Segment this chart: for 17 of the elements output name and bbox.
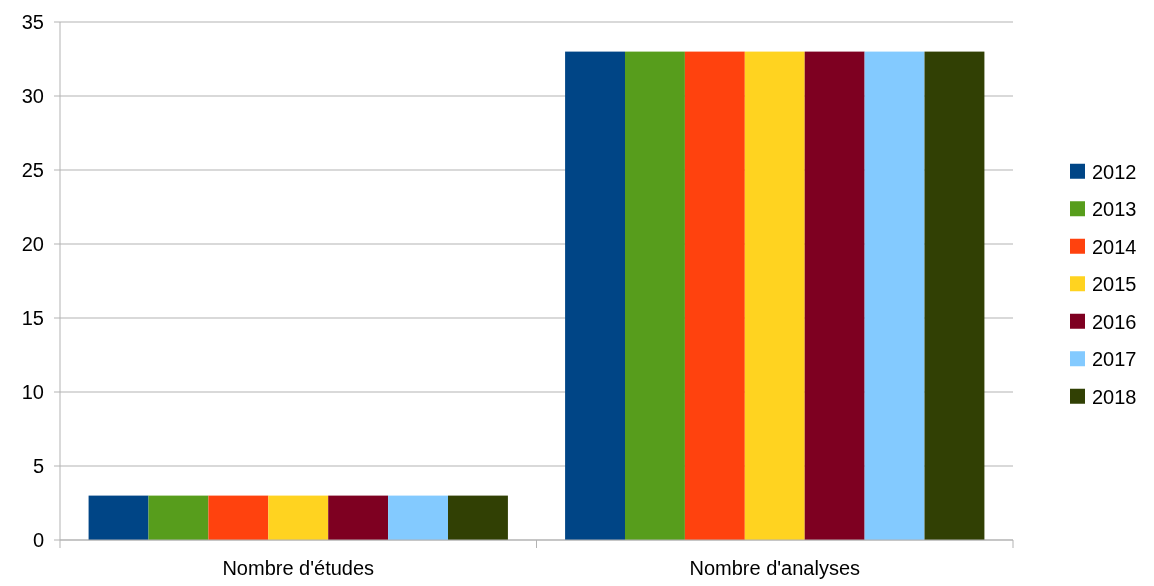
legend-label: 2012 — [1092, 160, 1137, 183]
y-tick-label: 5 — [32, 455, 44, 477]
x-tick-label: Nombre d'analyses — [689, 557, 861, 579]
legend-label: 2014 — [1092, 235, 1137, 258]
legend-label: 2017 — [1092, 348, 1137, 371]
y-tick-label: 15 — [21, 307, 44, 329]
y-tick-label: 35 — [21, 11, 44, 33]
y-tick-label: 25 — [21, 159, 44, 181]
legend-label: 2015 — [1092, 273, 1137, 296]
legend-label: 2013 — [1092, 198, 1137, 221]
x-tick-label: Nombre d'études — [222, 557, 375, 579]
y-tick-label: 30 — [21, 85, 44, 107]
y-tick-label: 20 — [21, 233, 44, 255]
legend-label: 2016 — [1092, 310, 1137, 333]
legend-label: 2018 — [1092, 385, 1137, 408]
y-tick-label: 0 — [32, 529, 44, 551]
y-tick-label: 10 — [21, 381, 44, 403]
